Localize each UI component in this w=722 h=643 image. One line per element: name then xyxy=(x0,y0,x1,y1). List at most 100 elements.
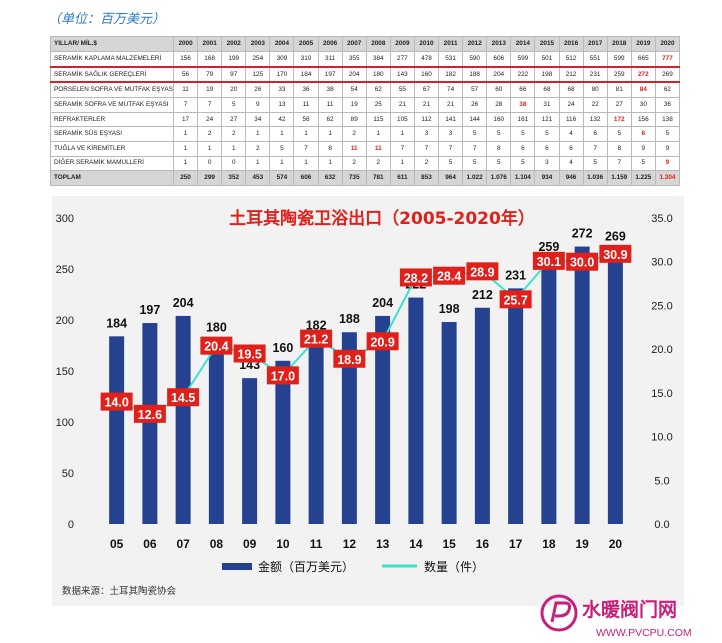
table-cell: 160 xyxy=(486,111,512,128)
table-year-header: 2019 xyxy=(630,36,656,52)
table-cell: 2 xyxy=(341,155,367,172)
quantity-label-box xyxy=(333,349,366,368)
table-cell: 6 xyxy=(582,126,608,142)
table-cell: 7 xyxy=(438,141,464,157)
table-cell: 160 xyxy=(413,65,440,84)
table-year-header: 2013 xyxy=(486,36,512,52)
table-year-header: 2017 xyxy=(582,36,608,52)
bar-value-label: 204 xyxy=(173,296,194,310)
table-cell: 590 xyxy=(462,50,488,68)
table-cell: 512 xyxy=(558,50,584,68)
bar-amount xyxy=(607,249,623,524)
table-cell: 254 xyxy=(245,50,271,68)
table-cell: 2 xyxy=(413,155,440,172)
quantity-label-box xyxy=(599,244,632,263)
table-cell: 606 xyxy=(486,50,512,68)
table-cell: 172 xyxy=(606,111,632,128)
left-axis-tick: 300 xyxy=(56,213,74,225)
table-row-label: PORSELEN SOFRA VE MUTFAK EŞYASI xyxy=(50,81,174,99)
table-cell: 453 xyxy=(245,170,271,186)
table-cell: 89 xyxy=(341,111,367,128)
table-cell: 11 xyxy=(172,81,199,99)
table-cell: 5 xyxy=(486,155,512,172)
table-year-header: 2010 xyxy=(413,36,440,52)
table-cell: 161 xyxy=(510,111,536,128)
table-cell: 5 xyxy=(462,126,488,142)
table-cell: 6 xyxy=(534,141,560,157)
bar-amount xyxy=(308,338,324,524)
chart-title: 土耳其陶瓷卫浴出口（2005-2020年） xyxy=(229,208,535,229)
table-cell: 1 xyxy=(172,141,199,157)
table-cell: 611 xyxy=(389,170,415,186)
table-cell: 20 xyxy=(221,81,247,99)
table-cell: 80 xyxy=(582,81,608,99)
table-cell: 112 xyxy=(413,111,440,128)
bar-amount xyxy=(408,297,424,524)
table-cell: 66 xyxy=(510,81,536,99)
table-cell: 7 xyxy=(606,155,632,172)
category-label: 05 xyxy=(110,537,124,551)
table-cell: 946 xyxy=(558,170,584,186)
table-year-header: 2006 xyxy=(317,36,343,52)
table-cell: 30 xyxy=(630,97,656,113)
table-row: SERAMİK SAĞLIK GEREÇLERİ 56 79 97 125 170 184 1… xyxy=(50,65,681,84)
table-cell: 352 xyxy=(221,170,247,186)
table-cell: 97 xyxy=(221,65,247,84)
table-cell: 4 xyxy=(558,155,584,172)
table-year-header: 2011 xyxy=(438,36,464,52)
bar-value-label: 269 xyxy=(605,230,626,244)
right-axis-tick: 35.0 xyxy=(651,213,672,225)
bar-amount xyxy=(242,378,258,524)
table-cell: 355 xyxy=(341,50,367,68)
table-year-header: 2000 xyxy=(172,36,199,52)
right-axis-tick: 10.0 xyxy=(651,432,672,444)
bar-amount xyxy=(275,360,291,524)
quantity-value-label: 14.5 xyxy=(171,391,195,405)
table-cell: 1 xyxy=(293,155,319,172)
table-year-header: 2003 xyxy=(245,36,271,52)
quantity-label-box xyxy=(499,290,532,309)
quantity-label-box xyxy=(566,252,599,271)
table-year-header: 2008 xyxy=(365,36,391,52)
table-cell: 599 xyxy=(510,50,536,68)
table-cell: 1.225 xyxy=(630,170,656,186)
table-cell: 11 xyxy=(293,97,319,113)
category-label: 19 xyxy=(575,537,589,551)
table-year-header: 2018 xyxy=(606,36,632,52)
table-cell: 272 xyxy=(630,65,656,84)
table-row-label: REFRAKTERLER xyxy=(50,111,174,128)
table-cell: 1 xyxy=(389,155,415,172)
table-cell: 6 xyxy=(558,141,584,157)
category-label: 17 xyxy=(509,537,523,551)
table-cell: 182 xyxy=(438,65,464,84)
table-cell: 212 xyxy=(558,65,584,84)
table-cell: 17 xyxy=(172,111,199,128)
table-cell: 28 xyxy=(486,97,512,113)
quantity-label-box xyxy=(266,366,299,385)
table-row: REFRAKTERLER 17 24 27 34 42 56 62 89 115 105 112 141… xyxy=(50,111,681,128)
bar-value-label: 272 xyxy=(572,227,593,241)
bar-value-label: 188 xyxy=(339,312,360,326)
category-label: 16 xyxy=(476,537,490,551)
chart-panel: 土耳其陶瓷卫浴出口（2005-2020年） 0 50 100 150 200 250 300 0… xyxy=(52,196,684,606)
table-cell: 1.104 xyxy=(510,170,536,186)
table-cell: 188 xyxy=(462,65,488,84)
table-cell: 1 xyxy=(269,126,295,142)
category-label: 10 xyxy=(276,537,290,551)
table-cell: 115 xyxy=(365,111,391,128)
left-axis-tick: 100 xyxy=(56,417,74,429)
table-header-label: YILLAR/ MİL.$ xyxy=(50,36,174,52)
left-axis-tick: 0 xyxy=(68,519,74,531)
bar-value-label: 197 xyxy=(139,303,160,317)
table-cell: 0 xyxy=(221,155,247,172)
table-cell: 5 xyxy=(606,126,632,142)
table-cell: 56 xyxy=(172,65,199,84)
quantity-label-box xyxy=(167,388,200,407)
table-cell: 26 xyxy=(462,97,488,113)
watermark-url-text: WWW.PVCPU.COM xyxy=(596,627,692,639)
table-row-label: SERAMİK SOFRA VE MUTFAK EŞYASI xyxy=(50,97,174,113)
table-cell: 21 xyxy=(438,97,464,113)
table-cell: 197 xyxy=(317,65,343,84)
table-cell: 1 xyxy=(172,126,199,142)
table-cell: 33 xyxy=(269,81,295,99)
